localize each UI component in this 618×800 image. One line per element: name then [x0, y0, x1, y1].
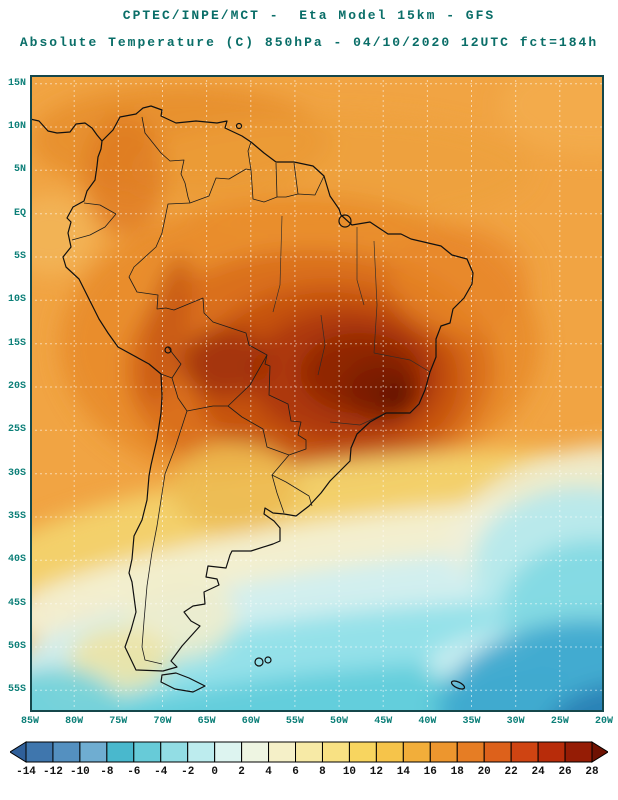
- colorbar-cell: [133, 741, 162, 763]
- colorbar-tick-label: -14: [16, 766, 36, 778]
- lon-label: 55W: [285, 716, 304, 727]
- colorbar-tick-label: 10: [342, 766, 357, 778]
- colorbar-tick-label: 22: [504, 766, 518, 778]
- temperature-field: [30, 75, 604, 712]
- colorbar-cell: [268, 741, 297, 763]
- colorbar-tick-label: 24: [531, 766, 545, 778]
- colorbar-cell: [564, 741, 593, 763]
- colorbar-arrow-left: [10, 741, 27, 763]
- colorbar-cell: [456, 741, 485, 763]
- colorbar-cell: [25, 741, 54, 763]
- colorbar: [10, 741, 608, 763]
- colorbar-arrow-right: [591, 741, 608, 763]
- lon-label: 50W: [330, 716, 349, 727]
- colorbar-cell: [429, 741, 458, 763]
- colorbar-cell: [214, 741, 243, 763]
- lat-label: 10S: [7, 294, 26, 306]
- lat-label: 10N: [7, 121, 26, 132]
- lat-label: 30S: [7, 467, 26, 479]
- colorbar-cell: [510, 741, 539, 763]
- lat-label: 15S: [7, 337, 26, 349]
- map-frame: [30, 75, 604, 712]
- title-line-2: Absolute Temperature (C) 850hPa - 04/10/…: [19, 35, 599, 50]
- colorbar-tick-label: -6: [127, 766, 141, 778]
- colorbar-cell: [187, 741, 216, 763]
- country-borders: [71, 116, 325, 665]
- title-line-1: CPTEC/INPE/MCT - Eta Model 15km - GFS: [122, 8, 496, 23]
- colorbar-cell: [348, 741, 377, 763]
- lat-label: 5S: [13, 251, 26, 262]
- colorbar-cell: [321, 741, 350, 763]
- colorbar-tick-label: 12: [369, 766, 383, 778]
- lon-label: 30W: [506, 716, 525, 727]
- lon-label: 65W: [197, 716, 216, 727]
- lon-label: 25W: [550, 716, 569, 727]
- lat-label: 35S: [7, 511, 26, 522]
- colorbar-tick-label: 2: [238, 766, 245, 778]
- colorbar-tick-label: 20: [477, 766, 491, 778]
- state-borders: [272, 215, 431, 426]
- lat-axis: 15N 10N 5N EQ 5S 10S 15S 20S 25S 30S 35S 40S 45S 50S 5…: [0, 0, 28, 760]
- colorbar-cell: [295, 741, 323, 763]
- lat-label: 55S: [7, 684, 26, 696]
- colorbar-tick-label: 8: [319, 766, 326, 778]
- temperature-map: [30, 75, 604, 712]
- grid-lines: [30, 75, 604, 712]
- colorbar-tick-label: 0: [211, 766, 218, 778]
- colorbar-cell: [52, 741, 81, 763]
- lon-label: 85W: [20, 716, 40, 727]
- colorbar-cell: [375, 741, 404, 763]
- lon-label: 45W: [374, 716, 393, 727]
- colorbar-cell: [402, 741, 431, 763]
- colorbar-tick-label: 6: [292, 766, 299, 778]
- colorbar-tick-label: -12: [43, 766, 63, 778]
- colorbar-cell: [106, 741, 135, 763]
- coastline: [30, 105, 474, 693]
- colorbar-tick-label: 4: [265, 766, 272, 778]
- lat-label: EQ: [13, 207, 26, 219]
- colorbar-tick-label: -4: [154, 766, 168, 778]
- lon-label: 80W: [65, 716, 84, 727]
- colorbar-tick-label: 16: [423, 766, 437, 778]
- lat-label: 50S: [7, 641, 26, 652]
- lon-label: 20W: [594, 716, 614, 727]
- colorbar-tick-label: 26: [558, 766, 572, 778]
- lon-label: 40W: [418, 716, 437, 727]
- colorbar-cell: [160, 741, 189, 763]
- colorbar-tick-label: 18: [450, 766, 464, 778]
- colorbar-tick-label: -2: [181, 766, 195, 778]
- lat-label: 20S: [7, 381, 26, 392]
- lat-label: 25S: [7, 424, 26, 436]
- lat-label: 45S: [7, 597, 26, 609]
- colorbar-tick-label: 28: [585, 766, 599, 778]
- colorbar-tick-label: 14: [396, 766, 410, 778]
- lat-label: 40S: [7, 554, 26, 566]
- colorbar-cell: [241, 741, 270, 763]
- colorbar-cell: [79, 741, 108, 763]
- lon-label: 35W: [462, 716, 481, 727]
- lat-label: 5N: [13, 164, 26, 176]
- colorbar-tick-label: -8: [100, 766, 114, 778]
- colorbar-cell: [537, 741, 566, 763]
- colorbar-tick-label: -10: [69, 766, 90, 778]
- lat-label: 15N: [7, 77, 26, 89]
- lon-label: 60W: [241, 716, 260, 727]
- lon-label: 75W: [109, 716, 128, 727]
- colorbar-cell: [483, 741, 512, 763]
- lon-label: 70W: [153, 716, 172, 727]
